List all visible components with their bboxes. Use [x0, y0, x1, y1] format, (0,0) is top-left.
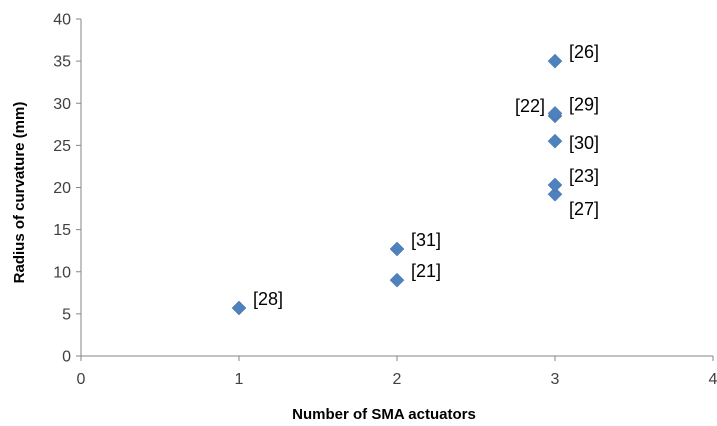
data-point-label: [26]: [569, 42, 599, 62]
data-point: [547, 186, 563, 202]
data-point-label: [31]: [411, 230, 441, 250]
data-point-labels: [28] [21] [31] [27] [23] [30] [22] [29] [26]: [253, 42, 599, 309]
y-tick-label: 40: [53, 12, 71, 29]
data-point-label: [22]: [515, 96, 545, 116]
data-point: [231, 300, 247, 316]
x-tick-label: 1: [235, 371, 244, 388]
data-point-label: [21]: [411, 261, 441, 281]
x-tick-label: 4: [709, 371, 717, 388]
data-point: [389, 241, 405, 257]
y-tick-label: 20: [53, 180, 71, 197]
x-tick-label: 2: [393, 371, 402, 388]
y-tick-label: 0: [62, 349, 71, 366]
data-point-label: [23]: [569, 166, 599, 186]
x-tick-label: 3: [551, 371, 560, 388]
data-point-label: [30]: [569, 133, 599, 153]
data-point-label: [27]: [569, 199, 599, 219]
data-point: [389, 272, 405, 288]
x-axis-ticks: 0 1 2 3 4: [77, 356, 717, 388]
y-tick-label: 15: [53, 222, 71, 239]
y-tick-label: 25: [53, 138, 71, 155]
data-points: [231, 53, 563, 316]
y-tick-label: 35: [53, 54, 71, 71]
y-tick-label: 30: [53, 96, 71, 113]
y-tick-label: 5: [62, 306, 71, 323]
data-point: [547, 177, 563, 193]
data-point: [547, 133, 563, 149]
data-point-label: [29]: [569, 94, 599, 114]
y-axis-title: Radius of curvature (mm): [11, 102, 28, 284]
data-point: [547, 53, 563, 69]
x-tick-label: 0: [77, 371, 86, 388]
y-tick-label: 10: [53, 264, 71, 281]
x-axis-title: Number of SMA actuators: [292, 406, 476, 423]
y-axis-ticks: 0 5 10 15 20 25 30 35 40: [53, 12, 81, 366]
data-point-label: [28]: [253, 289, 283, 309]
data-point: [547, 106, 563, 121]
